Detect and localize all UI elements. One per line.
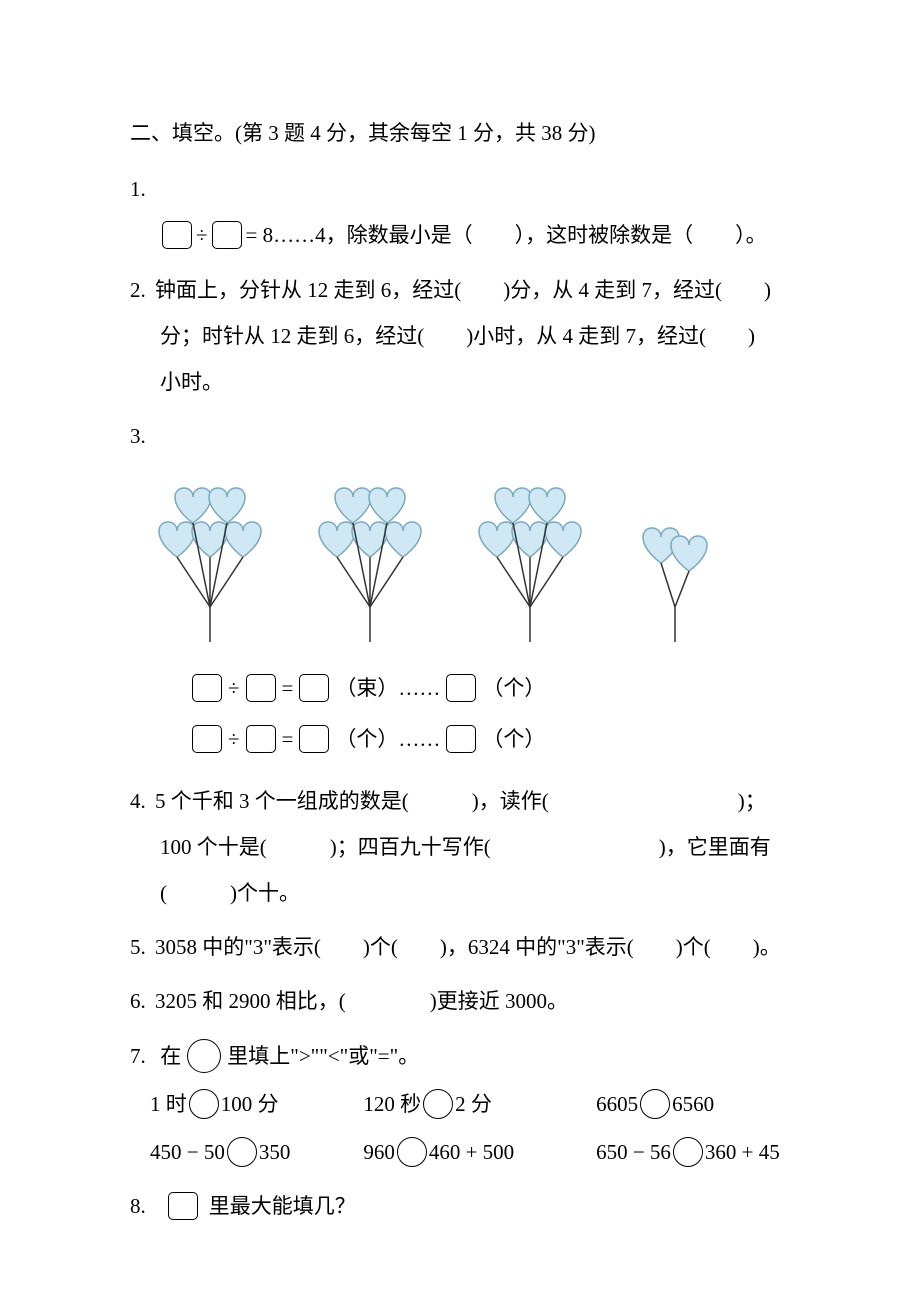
balloon-bunch-5: [305, 467, 435, 647]
q1-num: 1.: [130, 166, 790, 212]
q2-l2: 分；时针从 12 走到 6，经过( )小时，从 4 走到 7，经过( ): [130, 313, 790, 359]
section-title: 二、填空。(第 3 题 4 分，其余每空 1 分，共 38 分): [130, 110, 790, 156]
blank-circle: [187, 1039, 221, 1073]
question-2: 2. 钟面上，分针从 12 走到 6，经过( )分，从 4 走到 7，经过( )…: [130, 267, 790, 406]
q2-l1: 钟面上，分针从 12 走到 6，经过( )分，从 4 走到 7，经过( ): [155, 267, 771, 313]
q2-l3: 小时。: [130, 359, 790, 405]
blank-box: [192, 725, 222, 753]
blank-circle: [189, 1089, 219, 1119]
unit-ge: （个）……: [335, 716, 440, 762]
blank-box: [168, 1192, 198, 1220]
q3-equations: ÷ = （束）…… （个） ÷ = （个）…… （个）: [130, 665, 790, 761]
blank-box: [246, 725, 276, 753]
blank-box: [446, 674, 476, 702]
cmp-left: 6605: [596, 1081, 638, 1127]
q8-text: 里最大能填几？: [209, 1183, 356, 1229]
q4-l1: 5 个千和 3 个一组成的数是( )，读作( )；: [155, 778, 766, 824]
question-3: 3.: [130, 413, 790, 762]
q7-num: 7.: [130, 1033, 146, 1079]
q5-text: 3058 中的"3"表示( )个( )，6324 中的"3"表示( )个( )。: [155, 924, 781, 970]
q6-text: 3205 和 2900 相比，( )更接近 3000。: [155, 978, 568, 1024]
cmp-left: 450 − 50: [150, 1129, 225, 1175]
blank-box: [212, 221, 242, 249]
divide-sign: ÷: [196, 212, 208, 258]
q7-row2: 450 − 50 350 960 460 + 500 650 − 56 360 …: [150, 1129, 790, 1175]
cmp-right: 6560: [672, 1081, 714, 1127]
q4-num: 4.: [130, 778, 146, 824]
cmp-left: 1 时: [150, 1081, 187, 1127]
cmp-right: 350: [259, 1129, 291, 1175]
cmp-left: 120 秒: [363, 1081, 421, 1127]
balloon-bunch-2: [625, 497, 725, 647]
blank-circle: [227, 1137, 257, 1167]
cmp-left: 960: [363, 1129, 395, 1175]
q4-l2: 100 个十是( )；四百九十写作( )，它里面有: [130, 824, 790, 870]
blank-box: [446, 725, 476, 753]
divide-sign: ÷: [228, 716, 240, 762]
cmp-right: 100 分: [221, 1081, 279, 1127]
equals-sign: =: [282, 716, 294, 762]
cmp-right: 2 分: [455, 1081, 492, 1127]
blank-box: [299, 725, 329, 753]
blank-box: [246, 674, 276, 702]
q4-l3: ( )个十。: [130, 870, 790, 916]
question-5: 5. 3058 中的"3"表示( )个( )，6324 中的"3"表示( )个(…: [130, 924, 790, 970]
blank-circle: [397, 1137, 427, 1167]
equals-sign: =: [282, 665, 294, 711]
q5-num: 5.: [130, 924, 146, 970]
balloon-bunch-5: [465, 467, 595, 647]
q1-line: ÷ = 8……4，除数最小是（ ），这时被除数是（ ）。: [130, 212, 790, 258]
cmp-right: 460 + 500: [429, 1129, 514, 1175]
blank-circle: [673, 1137, 703, 1167]
question-6: 6. 3205 和 2900 相比，( )更接近 3000。: [130, 978, 790, 1024]
cmp-left: 650 − 56: [596, 1129, 671, 1175]
blank-box: [162, 221, 192, 249]
divide-sign: ÷: [228, 665, 240, 711]
q6-num: 6.: [130, 978, 146, 1024]
balloon-figure: [130, 467, 790, 647]
balloon-bunch-5: [145, 467, 275, 647]
q1-text: = 8……4，除数最小是（ ），这时被除数是（ ）。: [246, 212, 767, 258]
q8-num: 8.: [130, 1183, 146, 1229]
blank-circle: [640, 1089, 670, 1119]
q3-num: 3.: [130, 413, 790, 459]
unit-ge: （个）: [482, 665, 545, 711]
unit-ge: （个）: [482, 716, 545, 762]
blank-circle: [423, 1089, 453, 1119]
blank-box: [192, 674, 222, 702]
cmp-right: 360 + 45: [705, 1129, 780, 1175]
q7-prompt-a: 在: [160, 1033, 181, 1079]
q7-prompt-b: 里填上">""<"或"="。: [227, 1033, 419, 1079]
question-8: 8. 里最大能填几？: [130, 1183, 790, 1229]
unit-shu: （束）……: [335, 665, 440, 711]
question-1: 1. ÷ = 8……4，除数最小是（ ），这时被除数是（ ）。: [130, 166, 790, 258]
question-7: 7. 在 里填上">""<"或"="。 1 时 100 分 120 秒 2 分 …: [130, 1033, 790, 1176]
blank-box: [299, 674, 329, 702]
question-4: 4. 5 个千和 3 个一组成的数是( )，读作( )； 100 个十是( )；…: [130, 778, 790, 917]
q7-row1: 1 时 100 分 120 秒 2 分 6605 6560: [150, 1081, 790, 1127]
q2-num: 2.: [130, 267, 146, 313]
